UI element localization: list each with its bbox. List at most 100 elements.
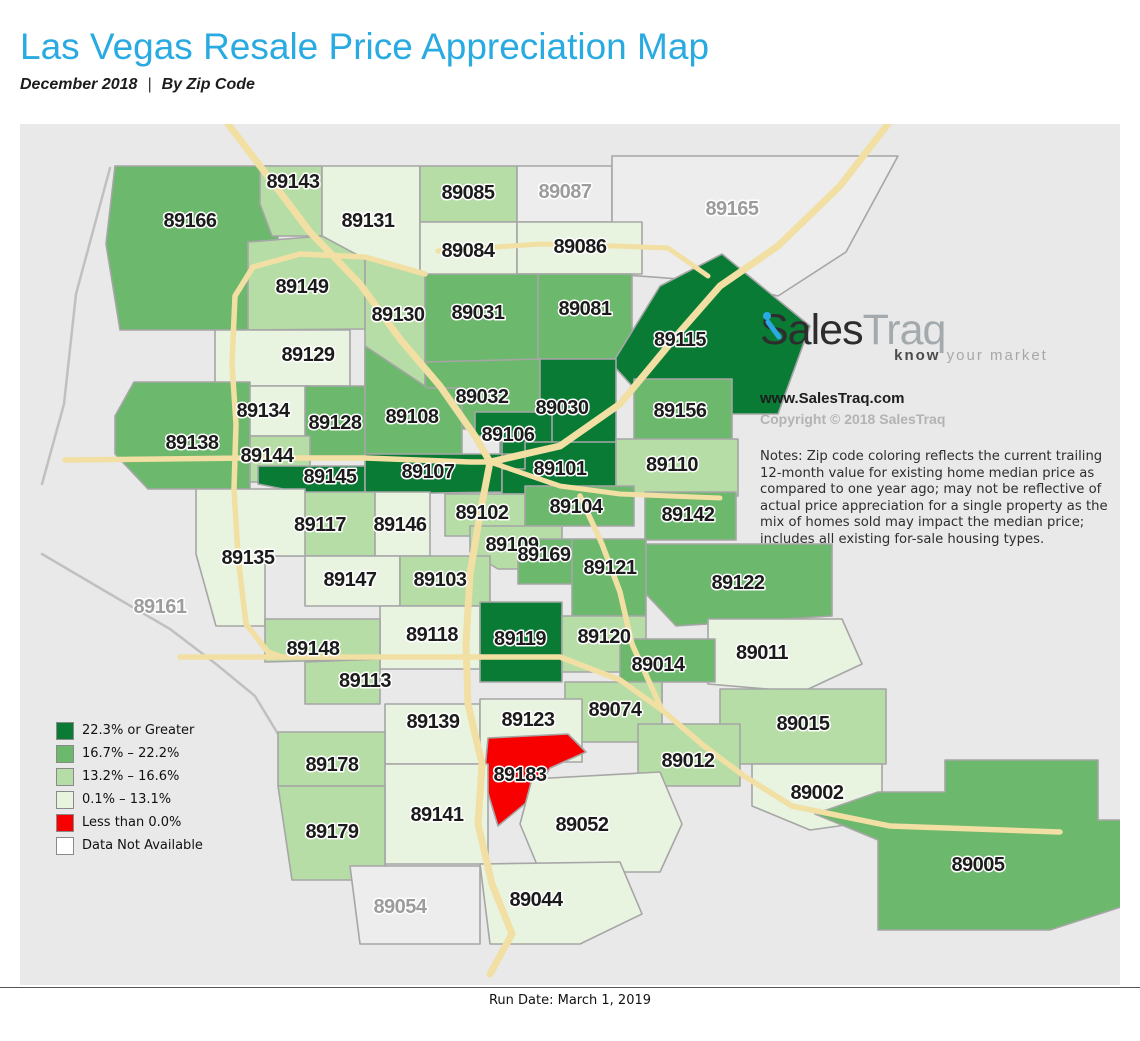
zip-label-89178: 89178 [305, 754, 358, 776]
notes-text: Notes: Zip code coloring reflects the cu… [760, 449, 1108, 547]
legend-label: Less than 0.0% [82, 815, 182, 830]
zip-region-89104 [524, 485, 635, 527]
page-title: Las Vegas Resale Price Appreciation Map [20, 26, 710, 67]
zip-label-89139: 89139 [406, 711, 459, 733]
salestraq-logo: SalesTraq [760, 306, 1112, 355]
legend-item-neg: Less than 0.0% [56, 813, 203, 832]
zip-label-89129: 89129 [281, 344, 334, 366]
legend-label: 16.7% – 22.2% [82, 746, 180, 761]
page-subtitle: December 2018 | By Zip Code [20, 76, 709, 94]
legend-label: 22.3% or Greater [82, 723, 195, 738]
legend-swatch-17to22 [56, 744, 74, 763]
legend-label: 13.2% – 16.6% [82, 769, 180, 784]
subtitle-separator: | [147, 76, 152, 93]
legend-item-ge22: 22.3% or Greater [56, 721, 203, 740]
zip-label-89107: 89107 [401, 461, 454, 483]
zip-label-89074: 89074 [588, 699, 642, 721]
zip-region-89005 [814, 759, 1120, 931]
map-svg: 89166 89143 89131 89085 89087 89165 89084 89086… [40, 124, 1120, 978]
zip-label-89031: 89031 [451, 302, 504, 324]
zip-label-89161: 89161 [133, 596, 186, 618]
legend-label: Data Not Available [82, 838, 203, 853]
zip-label-89085: 89085 [441, 182, 494, 204]
road-cc215-south-boulder-hwy [177, 654, 1063, 835]
zip-label-89118: 89118 [406, 624, 458, 646]
zip-label-89144: 89144 [240, 445, 294, 467]
legend-swatch-0to13 [56, 790, 74, 809]
zip-label-89109: 89109 [485, 534, 538, 556]
zip-label-89015: 89015 [776, 713, 829, 735]
zip-label-89123: 89123 [501, 709, 554, 731]
zip-region-89110 [615, 438, 739, 497]
zip-label-89054: 89054 [373, 896, 427, 918]
footer-rule [0, 987, 1140, 988]
zip-label-89117: 89117 [294, 514, 346, 536]
legend-item-0to13: 0.1% – 13.1% [56, 790, 203, 809]
zip-region-89086 [516, 221, 643, 275]
legend-item-na: Data Not Available [56, 836, 203, 855]
road-i15-south [462, 458, 516, 978]
zip-region-89138 [114, 381, 251, 490]
run-date: Run Date: March 1, 2019 [488, 993, 652, 1008]
zip-region-89165 [611, 155, 899, 297]
zip-label-89120: 89120 [577, 626, 630, 648]
zip-label-89165: 89165 [705, 198, 758, 220]
zip-label-89119: 89119 [494, 628, 546, 650]
zip-region-89135 [195, 488, 306, 627]
tagline-your-market: your market [940, 347, 1048, 364]
header: Las Vegas Resale Price Appreciation Map … [20, 26, 709, 94]
road-cc215-west [229, 264, 285, 660]
zip-label-89121: 89121 [583, 557, 636, 579]
road-i15-north [486, 124, 892, 466]
zip-label-89106: 89106 [481, 424, 534, 446]
copyright-text: Copyright © 2018 SalesTraq [760, 411, 946, 427]
zip-label-89002: 89002 [790, 782, 843, 804]
logo-tagline: know your market [760, 347, 1112, 364]
zip-label-89131: 89131 [341, 210, 394, 232]
zip-label-89138: 89138 [165, 432, 218, 454]
branding-block: SalesTraq know your market www.SalesTraq… [760, 306, 1112, 548]
boundary-county-west [40, 166, 112, 486]
zip-label-89147: 89147 [323, 569, 376, 591]
zip-label-89104: 89104 [549, 496, 603, 518]
zip-label-89084: 89084 [441, 240, 495, 262]
legend-swatch-13to17 [56, 767, 74, 786]
tagline-know: know [894, 347, 941, 364]
zip-label-89101: 89101 [533, 458, 586, 480]
subtitle-date: December 2018 [20, 76, 138, 93]
zip-label-89183: 89183 [493, 764, 546, 786]
zip-label-89012: 89012 [661, 750, 714, 772]
website-url: www.SalesTraq.com [760, 390, 905, 407]
zip-region-89052 [519, 771, 683, 873]
zip-label-89169: 89169 [517, 544, 570, 566]
zip-label-89044: 89044 [509, 889, 563, 911]
zip-label-89005: 89005 [951, 854, 1004, 876]
zip-label-89103: 89103 [413, 569, 466, 591]
zip-label-89122: 89122 [711, 572, 764, 594]
legend-item-17to22: 16.7% – 22.2% [56, 744, 203, 763]
logo-text-sales: Sales [760, 306, 864, 354]
subtitle-byline: By Zip Code [161, 76, 255, 93]
zip-label-89141: 89141 [410, 804, 463, 826]
zip-label-89081: 89081 [558, 298, 611, 320]
legend-item-13to17: 13.2% – 16.6% [56, 767, 203, 786]
road-charleston-blvd [62, 455, 493, 465]
zip-label-89087: 89087 [538, 181, 591, 203]
zip-label-89146: 89146 [373, 514, 426, 536]
zip-region-89012 [637, 723, 741, 787]
zip-label-89149: 89149 [275, 276, 328, 298]
logo-text-traq: Traq [862, 306, 947, 354]
zip-region-89054 [349, 865, 481, 945]
zip-label-89145: 89145 [303, 466, 356, 488]
road-east-connector [487, 459, 723, 501]
legend-swatch-neg [56, 813, 74, 832]
zip-label-89011: 89011 [736, 642, 788, 664]
map-panel: 89166 89143 89131 89085 89087 89165 89084 89086… [20, 124, 1120, 985]
zip-region-89044 [479, 861, 643, 945]
zip-label-89142: 89142 [661, 504, 714, 526]
map-legend: 22.3% or Greater 16.7% – 22.2% 13.2% – 16.… [56, 721, 203, 860]
zip-label-89110: 89110 [646, 454, 698, 476]
zip-label-89135: 89135 [221, 547, 274, 569]
legend-swatch-na [56, 836, 74, 855]
zip-label-89108: 89108 [385, 406, 438, 428]
